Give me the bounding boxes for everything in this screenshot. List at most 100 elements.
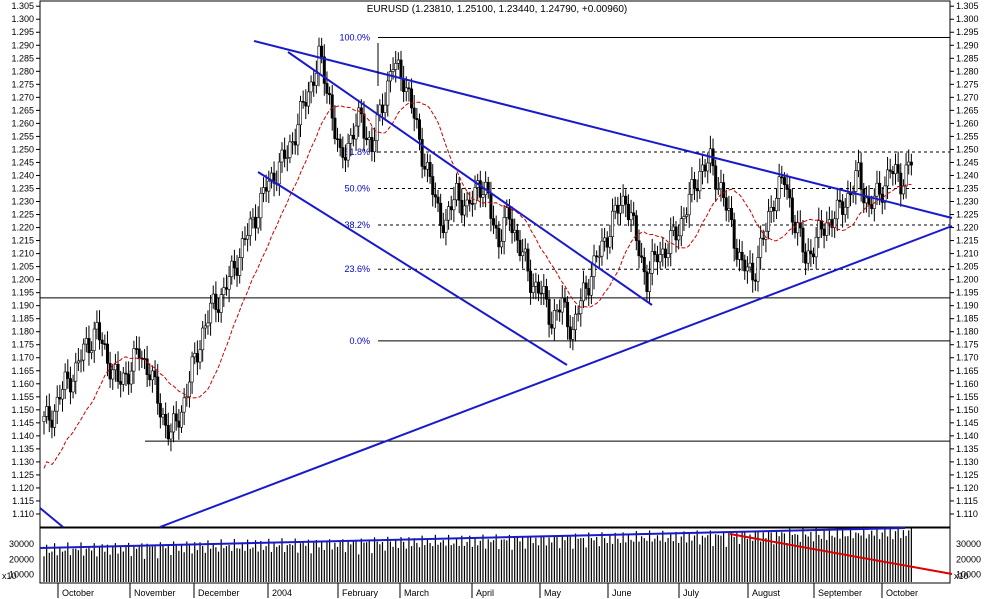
candle-down [637, 240, 641, 257]
candle-up [169, 431, 173, 440]
candle-down [380, 104, 384, 113]
candle-down [449, 206, 453, 211]
candle-down [584, 282, 588, 289]
candle-up [222, 287, 226, 295]
candle-up [682, 216, 686, 220]
candle-down [801, 227, 805, 253]
y-tick-label-right: 1.255 [956, 131, 979, 141]
candle-up [759, 237, 763, 258]
y-tick-label-left: 1.245 [11, 157, 34, 167]
volume-upper-trendline [39, 527, 906, 549]
x-axis: October November December 2004 February March… [57, 583, 918, 598]
volume-red-trendline [729, 533, 953, 575]
x-tick-label: July [683, 588, 700, 598]
candle-down [703, 164, 707, 172]
candle-up [193, 353, 197, 358]
candle-down [518, 239, 522, 257]
y-tick-label-left: 1.150 [11, 405, 34, 415]
candle-up [618, 205, 622, 214]
candle-up [71, 380, 75, 393]
chart-title: EURUSD (1.23810, 1.25100, 1.23440, 1.247… [367, 4, 627, 15]
y-tick-label-right: 1.170 [956, 353, 979, 363]
y-tick-label-left: 1.120 [11, 483, 34, 493]
candle-up [259, 192, 263, 219]
volume-tick-label-right: 30000 [956, 539, 981, 549]
volume-tick-label-left: 10000 [9, 569, 34, 579]
candle-up [499, 241, 503, 248]
candle-down [330, 94, 334, 119]
candle-down [743, 259, 747, 272]
y-tick-label-right: 1.235 [956, 183, 979, 193]
candle-down [407, 87, 411, 90]
candle-up [666, 253, 670, 258]
candle-up [209, 302, 213, 324]
candle-down [653, 251, 657, 255]
candle-up [462, 205, 466, 216]
candle-up [574, 313, 578, 330]
y-tick-label-right: 1.130 [956, 457, 979, 467]
candle-down [486, 181, 490, 194]
candle-down [333, 117, 337, 140]
candle-up [613, 204, 617, 212]
candle-down [663, 248, 667, 258]
y-tick-label-right: 1.215 [956, 236, 979, 246]
candle-up [373, 140, 377, 153]
trendlines [39, 40, 953, 528]
y-tick-label-right: 1.275 [956, 79, 979, 89]
candle-up [113, 364, 117, 371]
y-tick-label-left: 1.225 [11, 210, 34, 220]
candle-down [790, 197, 794, 223]
candle-up [513, 229, 517, 234]
candle-up [534, 281, 538, 287]
y-tick-label-right: 1.165 [956, 366, 979, 376]
candle-up [473, 187, 477, 205]
candle-down [328, 93, 332, 96]
candle-up [833, 218, 837, 228]
y-tick-label-left: 1.240 [11, 170, 34, 180]
candle-down [724, 197, 728, 211]
y-tick-label-right: 1.300 [956, 14, 979, 24]
candle-up [893, 164, 897, 175]
candle-up [76, 360, 80, 364]
candle-down [336, 138, 340, 141]
candle-down [909, 161, 913, 166]
candle-up [825, 222, 829, 236]
candle-down [137, 348, 141, 359]
candle-down [457, 183, 461, 201]
x-tick-label: October [62, 588, 94, 598]
candle-down [470, 203, 474, 205]
candle-up [288, 141, 292, 158]
volume-tick-label-right: 20000 [956, 554, 981, 564]
y-tick-label-right: 1.245 [956, 157, 979, 167]
candle-up [679, 218, 683, 237]
volume-multiplier-left: x10 [2, 571, 17, 581]
candle-up [354, 125, 358, 140]
candle-up [291, 141, 295, 143]
volume-tick-label-right: 10000 [956, 569, 981, 579]
candle-up [309, 81, 313, 93]
candle-up [248, 218, 252, 236]
y-tick-label-right: 1.270 [956, 92, 979, 102]
candle-down [264, 187, 268, 192]
candle-up [219, 294, 223, 313]
candle-up [611, 210, 615, 237]
candle-down [272, 172, 276, 184]
y-tick-label-left: 1.205 [11, 262, 34, 272]
y-tick-label-right: 1.120 [956, 483, 979, 493]
candle-up [560, 297, 564, 313]
candle-up [767, 211, 771, 232]
candle-up [296, 124, 300, 146]
y-tick-label-left: 1.215 [11, 236, 34, 246]
candle-down [780, 176, 784, 179]
candle-down [283, 149, 287, 159]
y-tick-label-left: 1.250 [11, 144, 34, 154]
fib-level-label: 50.0% [344, 183, 370, 193]
candle-up [854, 170, 858, 192]
candle-up [346, 143, 350, 161]
candle-down [433, 194, 437, 198]
candle-up [251, 216, 255, 220]
candle-down [47, 406, 51, 421]
candle-down [693, 179, 697, 189]
candle-up [907, 161, 911, 166]
candle-down [177, 420, 181, 428]
